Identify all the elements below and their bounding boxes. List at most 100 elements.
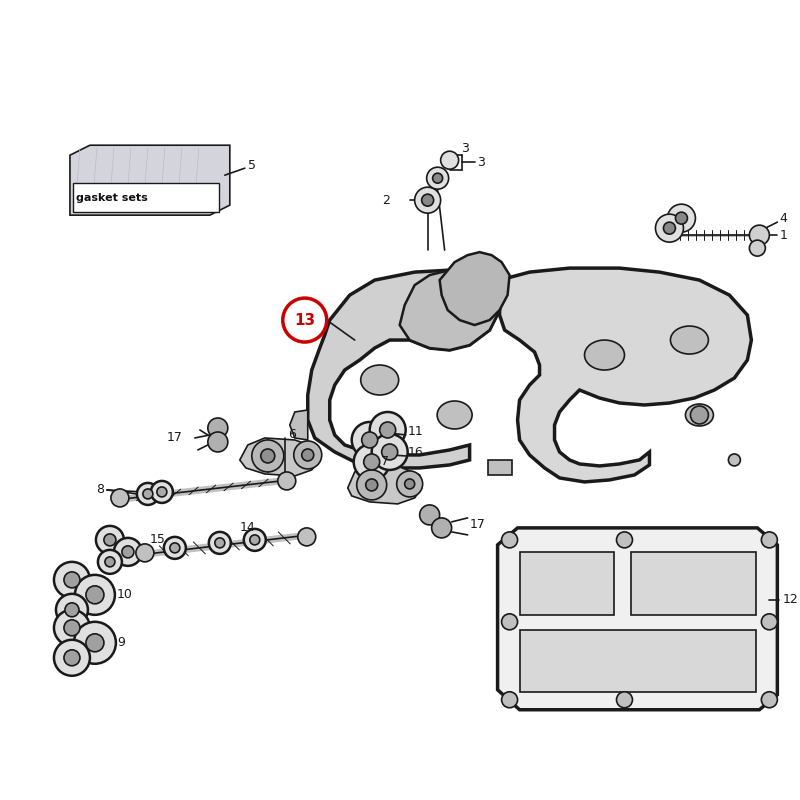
Circle shape — [98, 550, 122, 574]
Circle shape — [302, 449, 314, 461]
Ellipse shape — [686, 404, 714, 426]
Text: 5: 5 — [248, 158, 256, 172]
Circle shape — [364, 454, 380, 470]
Circle shape — [170, 543, 180, 553]
Text: 1: 1 — [779, 229, 787, 242]
Text: 14: 14 — [240, 522, 256, 534]
Circle shape — [426, 167, 449, 189]
Circle shape — [143, 489, 153, 499]
Text: 15: 15 — [150, 534, 166, 546]
Circle shape — [86, 586, 104, 604]
Circle shape — [111, 489, 129, 507]
Circle shape — [397, 471, 422, 497]
Polygon shape — [498, 528, 778, 710]
Circle shape — [750, 240, 766, 256]
Text: 10: 10 — [117, 588, 133, 602]
Circle shape — [86, 634, 104, 652]
Circle shape — [667, 204, 695, 232]
Circle shape — [690, 406, 709, 424]
Circle shape — [105, 557, 115, 567]
Text: 16: 16 — [408, 446, 423, 459]
Polygon shape — [519, 552, 614, 615]
Circle shape — [157, 487, 167, 497]
Circle shape — [362, 432, 378, 448]
Circle shape — [96, 526, 124, 554]
Circle shape — [54, 610, 90, 646]
Polygon shape — [499, 268, 751, 482]
Circle shape — [502, 614, 518, 630]
Polygon shape — [70, 146, 230, 215]
Text: 8: 8 — [96, 483, 104, 497]
Circle shape — [282, 298, 326, 342]
Circle shape — [354, 444, 390, 480]
Circle shape — [137, 483, 159, 505]
Text: 2: 2 — [382, 194, 390, 206]
Circle shape — [250, 535, 260, 545]
Circle shape — [64, 620, 80, 636]
Circle shape — [278, 472, 296, 490]
Polygon shape — [308, 270, 499, 468]
Text: 17: 17 — [167, 431, 182, 445]
Circle shape — [762, 614, 778, 630]
Circle shape — [380, 422, 396, 438]
Polygon shape — [519, 630, 756, 692]
Polygon shape — [400, 270, 499, 350]
Polygon shape — [631, 552, 756, 615]
Text: 6: 6 — [288, 429, 296, 442]
Circle shape — [151, 481, 173, 503]
Circle shape — [675, 212, 687, 224]
Circle shape — [414, 187, 441, 213]
Circle shape — [405, 479, 414, 489]
Polygon shape — [348, 465, 422, 504]
Circle shape — [357, 470, 386, 500]
Circle shape — [762, 532, 778, 548]
Circle shape — [502, 532, 518, 548]
Circle shape — [244, 529, 266, 551]
Circle shape — [420, 505, 440, 525]
Circle shape — [75, 575, 115, 615]
Circle shape — [56, 594, 88, 626]
Circle shape — [617, 692, 633, 708]
Circle shape — [422, 194, 434, 206]
Circle shape — [252, 440, 284, 472]
Circle shape — [750, 225, 770, 245]
Circle shape — [655, 214, 683, 242]
Text: 4: 4 — [779, 212, 787, 225]
Circle shape — [164, 537, 186, 559]
Circle shape — [441, 151, 458, 169]
Circle shape — [208, 432, 228, 452]
Circle shape — [54, 640, 90, 676]
Circle shape — [370, 412, 406, 448]
Text: 17: 17 — [470, 518, 486, 531]
Polygon shape — [487, 460, 511, 475]
Polygon shape — [240, 438, 320, 476]
Text: 12: 12 — [782, 594, 798, 606]
Circle shape — [502, 692, 518, 708]
Text: 3: 3 — [461, 142, 469, 154]
Circle shape — [433, 173, 442, 183]
Circle shape — [762, 692, 778, 708]
Circle shape — [366, 479, 378, 491]
FancyBboxPatch shape — [73, 183, 219, 212]
Text: gasket sets: gasket sets — [76, 193, 148, 203]
Circle shape — [114, 538, 142, 566]
Circle shape — [74, 622, 116, 664]
Circle shape — [372, 434, 408, 470]
Circle shape — [208, 418, 228, 438]
Ellipse shape — [670, 326, 709, 354]
Text: 7: 7 — [381, 455, 389, 469]
Circle shape — [104, 534, 116, 546]
Circle shape — [64, 650, 80, 666]
Polygon shape — [440, 252, 510, 325]
Circle shape — [54, 562, 90, 598]
Circle shape — [261, 449, 274, 463]
Circle shape — [64, 572, 80, 588]
Text: 3: 3 — [477, 156, 485, 169]
Circle shape — [209, 532, 231, 554]
Polygon shape — [290, 410, 308, 440]
Text: 11: 11 — [408, 426, 423, 438]
Text: 9: 9 — [117, 636, 125, 650]
Ellipse shape — [361, 365, 398, 395]
Circle shape — [382, 444, 398, 460]
Ellipse shape — [437, 401, 472, 429]
